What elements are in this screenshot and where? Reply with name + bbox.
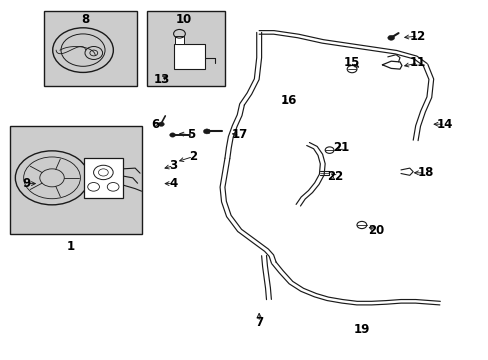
Text: 9: 9 (23, 177, 31, 190)
Circle shape (387, 35, 394, 40)
Circle shape (169, 133, 175, 137)
Bar (44, 11, 137, 86)
Text: 6: 6 (151, 118, 159, 131)
Text: 7: 7 (255, 316, 263, 329)
Text: 8: 8 (81, 13, 89, 26)
Text: 5: 5 (186, 129, 194, 141)
Text: 15: 15 (343, 57, 360, 69)
Text: 4: 4 (169, 177, 177, 190)
Circle shape (158, 122, 164, 126)
Text: 16: 16 (280, 94, 296, 107)
Text: 11: 11 (409, 57, 426, 69)
Text: 19: 19 (353, 323, 369, 336)
Text: 13: 13 (153, 73, 169, 86)
Bar (10, 126, 142, 234)
Text: 18: 18 (416, 166, 433, 179)
Text: 17: 17 (231, 129, 247, 141)
Text: 12: 12 (409, 30, 426, 42)
Bar (174, 44, 205, 69)
Text: 22: 22 (326, 170, 343, 183)
Text: 3: 3 (169, 159, 177, 172)
Text: 21: 21 (332, 141, 349, 154)
Circle shape (203, 129, 210, 134)
Bar (175, 36, 183, 44)
Text: 14: 14 (436, 118, 452, 131)
Bar (146, 11, 224, 86)
Text: 20: 20 (367, 224, 384, 237)
Text: 2: 2 (189, 150, 197, 163)
Text: 1: 1 (67, 240, 75, 253)
Bar (83, 158, 122, 198)
Text: 10: 10 (175, 13, 191, 26)
